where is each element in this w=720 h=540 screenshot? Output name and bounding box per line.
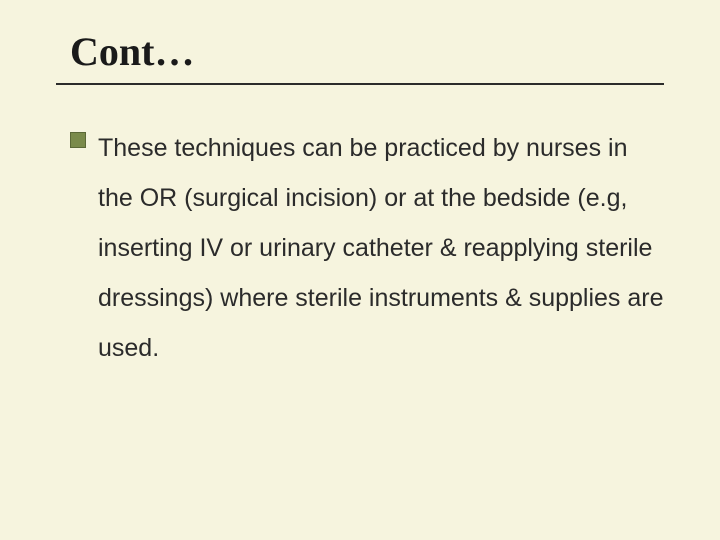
list-item: These techniques can be practiced by nur… [70, 123, 664, 373]
list-item-text: These techniques can be practiced by nur… [98, 134, 664, 362]
square-bullet-icon [70, 132, 86, 148]
title-underline [56, 83, 664, 85]
slide-body: These techniques can be practiced by nur… [56, 123, 664, 373]
slide: Cont… These techniques can be practiced … [0, 0, 720, 540]
slide-title: Cont… [56, 28, 664, 75]
